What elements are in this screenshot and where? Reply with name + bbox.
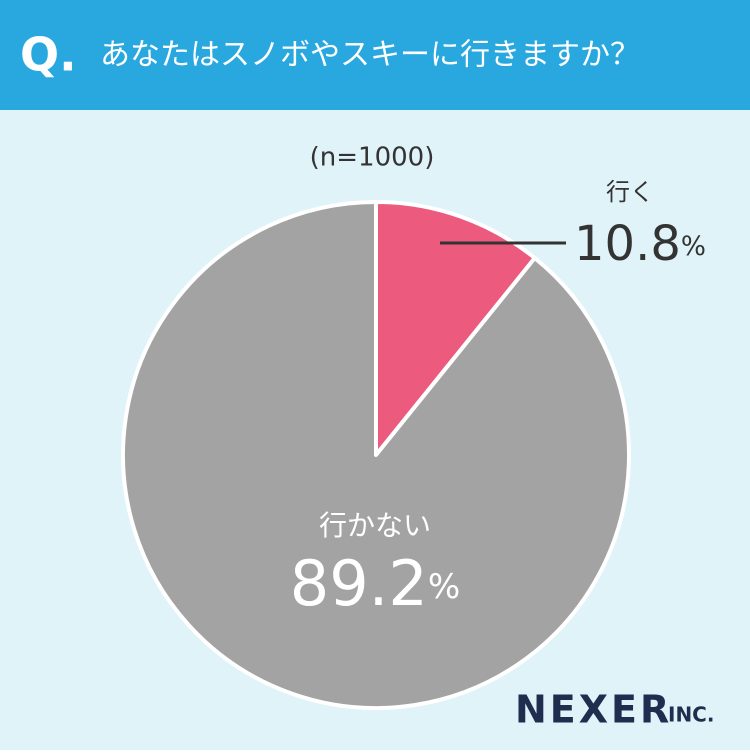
- logo: NEXER: [515, 688, 672, 732]
- chart-title: あなたはスノボやスキーに行きますか？: [100, 38, 640, 73]
- slice-label: 行く: [606, 178, 654, 206]
- pie-slice: [121, 200, 631, 710]
- logo-suffix: INC.: [668, 703, 714, 727]
- question-mark: Q.: [20, 28, 77, 82]
- header-band: [0, 0, 750, 110]
- slice-label: 行かない: [319, 509, 431, 542]
- value-label: 10.8%: [574, 216, 706, 272]
- subtitle: (n=1000): [310, 143, 435, 173]
- pie: [121, 200, 631, 710]
- value-label: 89.2%: [290, 547, 460, 620]
- pie-slice: [374, 200, 537, 457]
